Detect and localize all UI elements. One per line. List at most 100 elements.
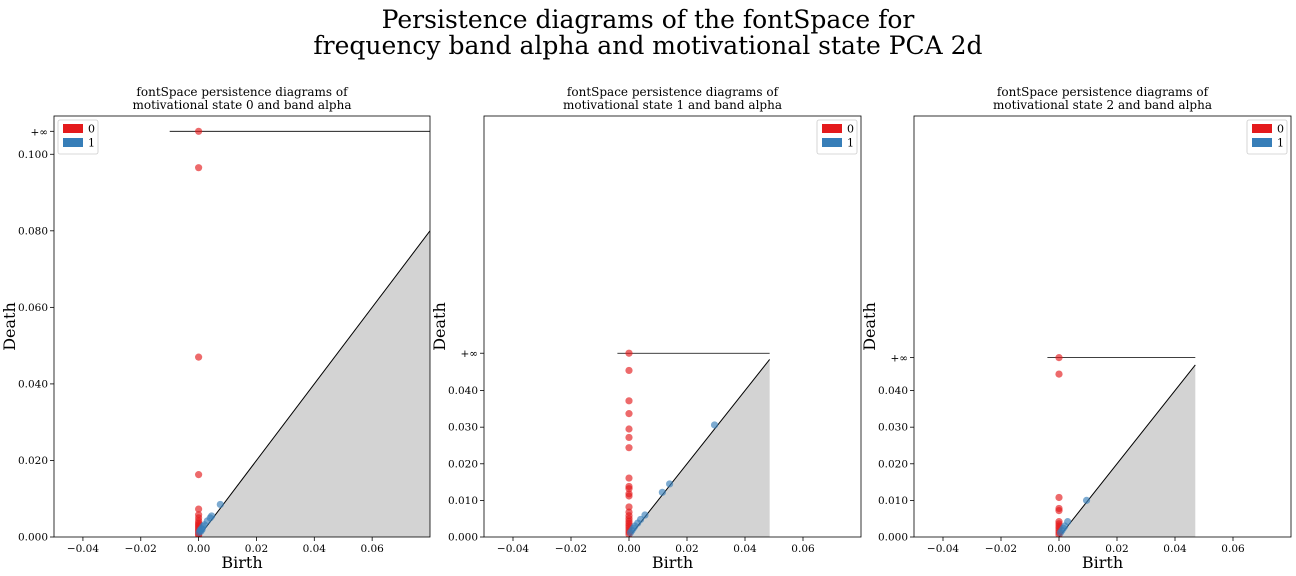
point-h0-6: [625, 444, 633, 452]
panel-title-line1: fontSpace persistence diagrams of: [997, 85, 1210, 99]
figure-title-line2: frequency band alpha and motivational st…: [313, 31, 982, 60]
panel-0: fontSpace persistence diagrams ofmotivat…: [0, 85, 431, 572]
point-h1-5: [637, 515, 645, 524]
point-h0-0: [625, 349, 633, 357]
point-h1-8: [666, 480, 674, 488]
x-tick-label: −0.04: [927, 543, 959, 555]
y-axis-label: Death: [860, 302, 879, 351]
x-axis-label: Birth: [652, 553, 693, 572]
legend: 01: [816, 119, 858, 155]
panel-title-line1: fontSpace persistence diagrams of: [136, 85, 349, 99]
point-h1-4: [1064, 518, 1072, 526]
panel-2: fontSpace persistence diagrams ofmotivat…: [860, 85, 1292, 572]
legend-swatch-1: [63, 138, 83, 147]
x-tick-label: 0.02: [1105, 543, 1128, 555]
y-tick-label: 0.040: [878, 385, 908, 397]
y-tick-label: 0.000: [448, 532, 478, 544]
legend-label-0: 0: [1277, 123, 1284, 136]
y-tick-label-infinity: +∞: [460, 348, 478, 360]
axes-frame: [483, 115, 862, 538]
point-h0-12: [625, 503, 633, 511]
panel-title-line1: fontSpace persistence diagrams of: [567, 85, 780, 99]
y-tick-label: 0.020: [18, 455, 48, 467]
legend-swatch-1: [1252, 138, 1272, 147]
y-tick-label: 0.040: [18, 378, 48, 390]
y-tick-label: 0.040: [448, 385, 478, 397]
point-h0-5: [625, 433, 633, 442]
legend-label-0: 0: [847, 123, 854, 136]
y-tick-label: 0.020: [448, 458, 478, 470]
plot-area: [1047, 354, 1196, 537]
point-h0-1: [1055, 370, 1063, 378]
panel-title-line2: motivational state 2 and band alpha: [993, 98, 1212, 112]
y-tick-label: 0.080: [18, 225, 48, 237]
y-tick-label: 0.030: [878, 422, 908, 434]
legend-label-0: 0: [88, 123, 95, 136]
panel-1: fontSpace persistence diagrams ofmotivat…: [430, 85, 862, 572]
diagonal-line: [628, 359, 771, 537]
axes-frame: [913, 115, 1292, 538]
point-h1-7: [658, 488, 666, 496]
point-h0-3: [195, 471, 203, 479]
point-h0-2: [1055, 493, 1063, 502]
y-tick-label: 0.030: [448, 422, 478, 434]
point-h0-0: [195, 127, 203, 135]
legend-label-1: 1: [88, 137, 95, 150]
panels: fontSpace persistence diagrams ofmotivat…: [0, 85, 1292, 572]
y-tick-label: 0.010: [878, 495, 908, 507]
point-h1-9: [710, 421, 719, 429]
point-h0-4: [195, 505, 203, 513]
y-tick-label-infinity: +∞: [30, 126, 48, 138]
legend-swatch-1: [822, 138, 842, 147]
point-h1-8: [216, 500, 224, 509]
x-tick-label: −0.04: [67, 543, 99, 555]
point-h1-10: [198, 525, 206, 533]
x-tick-label: 0.00: [187, 543, 210, 555]
point-h0-2: [625, 397, 633, 405]
legend-label-1: 1: [847, 137, 854, 150]
x-tick-label: 0.00: [1047, 543, 1070, 555]
point-h0-7: [625, 474, 633, 482]
point-h0-1: [625, 366, 633, 375]
y-tick-label: 0.000: [878, 532, 908, 544]
x-tick-label: 0.06: [791, 543, 815, 555]
x-tick-label: 0.02: [245, 543, 268, 555]
panel-title-line2: motivational state 1 and band alpha: [563, 98, 782, 112]
point-h0-3: [625, 410, 633, 418]
y-axis-label: Death: [0, 302, 19, 351]
x-tick-label: 0.00: [617, 543, 640, 555]
x-axis-label: Birth: [221, 553, 262, 572]
y-tick-label: 0.100: [18, 149, 48, 161]
legend-swatch-0: [822, 124, 842, 133]
point-h0-9: [625, 485, 633, 493]
legend-swatch-0: [63, 124, 83, 133]
legend: 01: [57, 119, 99, 155]
y-axis-label: Death: [430, 302, 449, 351]
x-tick-label: −0.02: [125, 543, 157, 555]
legend-label-1: 1: [1277, 137, 1284, 150]
panel-title-line2: motivational state 0 and band alpha: [133, 98, 352, 112]
y-tick-label: 0.000: [18, 532, 48, 544]
y-tick-label-infinity: +∞: [890, 353, 908, 365]
x-tick-label: −0.04: [497, 543, 529, 555]
y-tick-label: 0.020: [878, 458, 908, 470]
x-tick-label: −0.02: [985, 543, 1017, 555]
point-h0-4: [625, 425, 633, 433]
point-h0-0: [1055, 354, 1063, 362]
point-h0-11: [625, 492, 633, 500]
point-h0-4: [1055, 507, 1063, 515]
point-h0-1: [195, 164, 203, 172]
x-tick-label: 0.06: [360, 543, 384, 555]
y-tick-label: 0.010: [448, 495, 478, 507]
point-h1-5: [1082, 496, 1091, 504]
x-tick-label: 0.04: [733, 543, 757, 555]
point-h1-6: [641, 511, 649, 519]
diagonal-line: [198, 230, 430, 537]
x-tick-label: −0.02: [555, 543, 587, 555]
legend-swatch-0: [1252, 124, 1272, 133]
point-h1-7: [208, 512, 216, 520]
x-tick-label: 0.02: [675, 543, 698, 555]
axes-frame: [53, 115, 431, 538]
x-tick-label: 0.06: [1221, 543, 1245, 555]
